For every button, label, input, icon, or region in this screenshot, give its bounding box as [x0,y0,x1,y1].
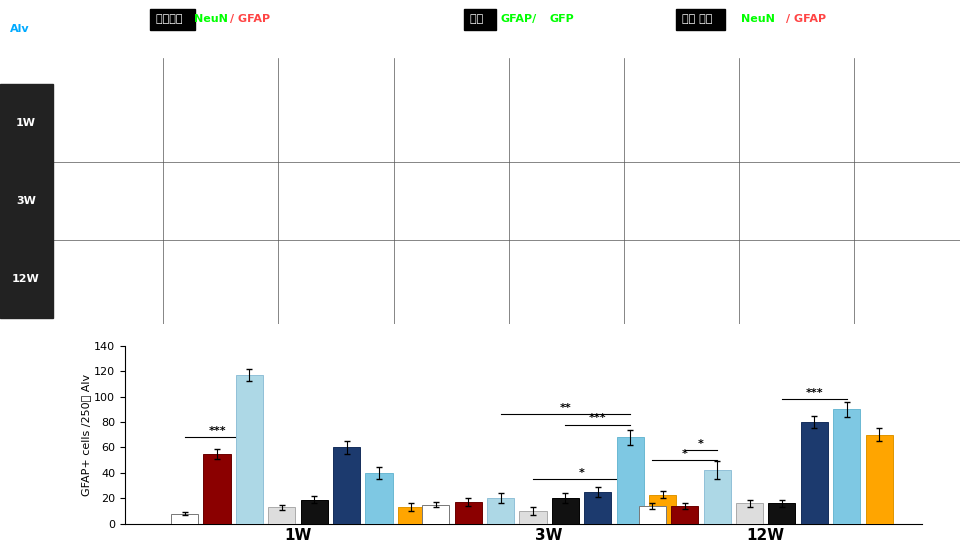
Text: Normal: Normal [89,41,122,50]
Bar [671,506,698,524]
Bar [422,505,449,524]
Bar [768,503,796,524]
Text: 3W: 3W [16,196,36,206]
Bar [171,514,198,524]
Text: GFAP/: GFAP/ [500,15,537,24]
Text: ***: *** [588,414,607,423]
Text: *: * [579,468,585,478]
Text: 1W: 1W [16,118,36,128]
Text: *: * [682,449,687,459]
Text: **: ** [560,403,571,413]
Text: hMSCs: hMSCs [436,41,467,50]
Text: ***: *** [208,426,226,436]
Bar [704,470,731,524]
Bar [455,502,482,524]
Bar [0,0,960,58]
Bar [0,84,53,162]
Text: ***: *** [805,388,823,398]
Bar [638,506,666,524]
Text: / GFAP: / GFAP [229,15,270,24]
Bar [649,495,676,524]
Text: NeuN: NeuN [194,15,228,24]
Bar [801,422,828,524]
Bar [397,507,425,524]
Text: Alv: Alv [10,24,29,34]
Text: NeuN: NeuN [741,15,776,24]
Text: 단회: 단회 [469,15,491,24]
Bar [487,498,515,524]
Bar [236,375,263,524]
Bar [0,240,53,318]
Bar [833,409,860,524]
Bar [366,473,393,524]
Text: Ent(IBO): Ent(IBO) [317,41,355,50]
Bar [585,492,612,524]
Text: Ent(S): Ent(S) [668,41,695,50]
Bar [300,500,327,524]
Bar [0,162,53,240]
Text: hMSCs: hMSCs [897,41,927,50]
Text: 반복투여: 반복투여 [156,15,190,24]
Text: 반복 투여: 반복 투여 [682,15,720,24]
Text: 12W: 12W [12,274,39,284]
Bar [519,511,546,524]
Bar [736,503,763,524]
Text: hMNCs: hMNCs [551,41,582,50]
Text: Ent(IBO): Ent(IBO) [778,41,816,50]
Bar [866,435,893,524]
Bar [616,437,644,524]
Text: GFP: GFP [549,15,574,24]
Bar [204,454,230,524]
Bar [552,498,579,524]
Text: Ent(S): Ent(S) [207,41,234,50]
Y-axis label: GFAP+ cells /250㎡ Alv: GFAP+ cells /250㎡ Alv [82,374,91,496]
Text: *: * [698,439,704,449]
Text: / GFAP: / GFAP [786,15,827,24]
Bar [333,448,360,524]
Bar [268,507,296,524]
